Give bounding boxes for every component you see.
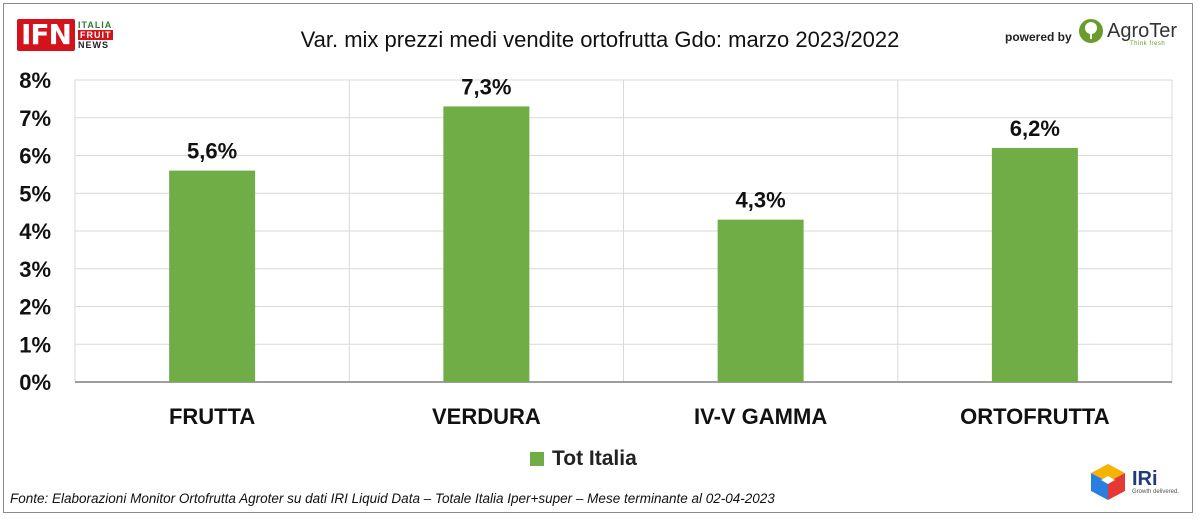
bar [169,170,256,382]
ifn-badge: IFN [17,19,75,51]
bars [169,106,1078,383]
y-tick-label: 7% [19,106,51,131]
legend-swatch [530,452,544,466]
chart-title: Var. mix prezzi medi vendite ortofrutta … [300,27,900,52]
category-label: VERDURA [432,404,541,429]
data-label: 4,3% [736,188,786,213]
data-labels: 5,6% 7,3% 4,3% 6,2% [187,74,1060,212]
iri-logo: IRi Growth delivered. [1088,462,1179,502]
bar [991,147,1078,382]
data-label: 5,6% [187,139,237,164]
x-axis: FRUTTA VERDURA IV-V GAMMA ORTOFRUTTA [169,404,1110,429]
bar [443,106,530,383]
bar [717,219,804,382]
source-note: Fonte: Elaborazioni Monitor Ortofrutta A… [10,491,775,506]
data-label: 6,2% [1010,116,1060,141]
y-tick-label: 1% [19,332,51,357]
agroter-tagline: Think fresh [1130,41,1166,47]
y-tick-label: 3% [19,257,51,282]
y-axis: 0% 1% 2% 3% 4% 5% 6% 7% 8% [19,68,1172,395]
ifn-sub-line-1: ITALIA [77,20,113,30]
category-label: IV-V GAMMA [694,404,827,429]
y-tick-label: 2% [19,295,51,320]
cube-icon [1091,464,1125,500]
ifn-logo: IFN ITALIA FRUIT NEWS [17,17,114,53]
data-label: 7,3% [461,74,511,99]
legend: Tot Italia [530,447,637,471]
y-tick-label: 4% [19,219,51,244]
legend-label: Tot Italia [552,447,637,470]
tree-icon [1079,19,1103,43]
category-label: ORTOFRUTTA [960,404,1110,429]
iri-name: IRi [1132,468,1158,490]
y-tick-label: 8% [19,68,51,93]
grid-lines [74,79,1173,383]
y-tick-label: 0% [19,370,51,395]
ifn-sub-line-3: NEWS [77,40,109,50]
agroter-name: AgroTer [1107,19,1178,42]
agroter-logo: AgroTer [1078,18,1177,44]
category-label: FRUTTA [169,404,255,429]
powered-by-label: powered by [1005,30,1072,44]
ifn-subtitle: ITALIA FRUIT NEWS [77,20,114,50]
iri-tagline: Growth delivered. [1132,489,1180,495]
ifn-sub-line-2: FRUIT [77,30,114,40]
y-tick-label: 5% [19,181,51,206]
y-tick-label: 6% [19,144,51,169]
